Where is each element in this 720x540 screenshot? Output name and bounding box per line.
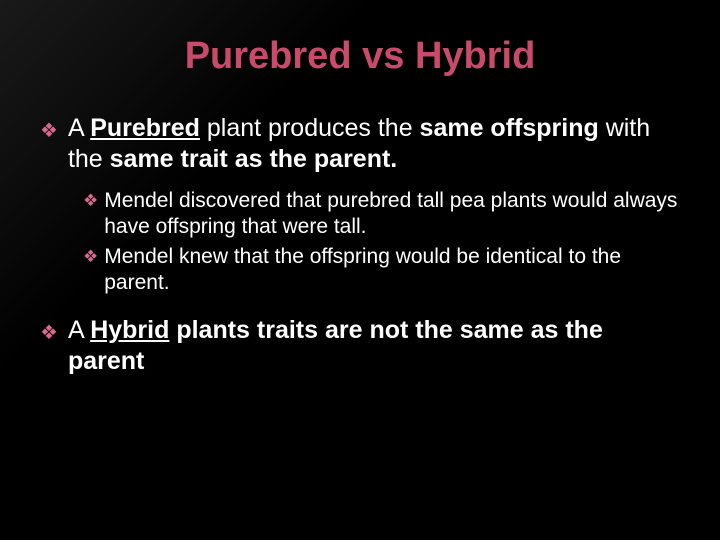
bullet-main-hybrid: ❖ A Hybrid plants traits are not the sam…	[35, 315, 685, 378]
text-pre: A	[68, 114, 90, 142]
slide-title: Purebred vs Hybrid	[35, 35, 685, 78]
sub-bullet-mendel-1: ❖ Mendel discovered that purebred tall p…	[83, 188, 685, 241]
slide-container: Purebred vs Hybrid ❖ A Purebred plant pr…	[0, 0, 720, 540]
sub-text-1: Mendel discovered that purebred tall pea…	[104, 188, 685, 241]
text-mid: plant produces the	[200, 114, 420, 142]
title-word-purebred: Purebred	[185, 35, 352, 77]
text-pre: A	[68, 316, 90, 344]
bullet-text-hybrid: A Hybrid plants traits are not the same …	[68, 315, 685, 378]
sub-bullet-mendel-2: ❖ Mendel knew that the offspring would b…	[83, 244, 685, 297]
sub-text-2: Mendel knew that the offspring would be …	[104, 244, 685, 297]
text-bold-trait: same trait as the parent.	[110, 145, 398, 173]
text-bold-offspring: same offspring	[420, 114, 599, 142]
text-underlined-hybrid: Hybrid	[90, 316, 169, 344]
diamond-bullet-icon: ❖	[40, 118, 58, 143]
title-word-vs: vs	[362, 35, 404, 77]
sub-bullets-purebred: ❖ Mendel discovered that purebred tall p…	[35, 188, 685, 297]
diamond-bullet-icon: ❖	[83, 247, 98, 267]
diamond-bullet-icon: ❖	[83, 191, 98, 211]
text-underlined-purebred: Purebred	[90, 114, 200, 142]
bullet-main-purebred: ❖ A Purebred plant produces the same off…	[35, 113, 685, 176]
title-word-hybrid: Hybrid	[415, 35, 535, 77]
bullet-text-purebred: A Purebred plant produces the same offsp…	[68, 113, 685, 176]
diamond-bullet-icon: ❖	[40, 320, 58, 345]
